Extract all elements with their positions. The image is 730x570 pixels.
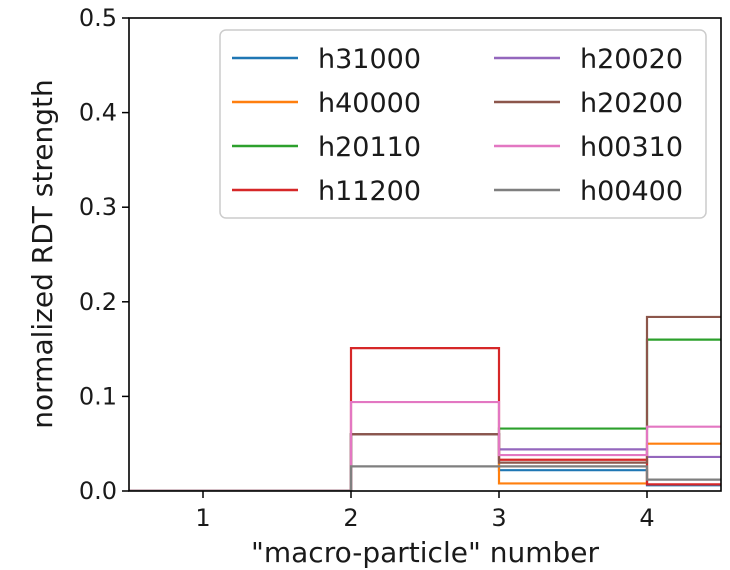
y-tick-label: 0.0 [79,477,117,505]
legend-label-h40000: h40000 [318,88,421,119]
legend-label-h00400: h00400 [580,176,683,207]
series-layer [129,315,721,491]
legend-label-h20110: h20110 [318,132,421,163]
y-tick-label: 0.3 [79,193,117,221]
legend-label-h00310: h00310 [580,132,683,163]
y-tick-label: 0.4 [79,99,117,127]
legend-label-h20200: h20200 [580,88,683,119]
series-line-h00400 [129,465,721,491]
y-axis-ticks: 0.0 0.1 0.2 0.3 0.4 0.5 [79,4,129,505]
legend-box [219,29,707,219]
x-tick-label: 1 [195,504,210,532]
x-tick-label: 3 [491,504,506,532]
x-tick-label: 4 [639,504,654,532]
x-tick-label: 2 [343,504,358,532]
series-line-h00310 [129,400,721,491]
plot-frame [128,17,722,492]
x-axis-label: "macro-particle" number [251,536,600,569]
legend-label-h11200: h11200 [318,176,421,207]
legend-label-h31000: h31000 [318,44,421,75]
x-axis-ticks: 1 2 3 4 [195,491,655,532]
y-axis-label: normalized RDT strength [26,79,59,428]
legend-label-h20020: h20020 [580,44,683,75]
legend: h31000 h40000 h20110 h11200 h20020 h20200 h003… [219,29,707,219]
y-tick-label: 0.2 [79,288,117,316]
y-tick-label: 0.5 [79,4,117,32]
y-tick-label: 0.1 [79,382,117,410]
